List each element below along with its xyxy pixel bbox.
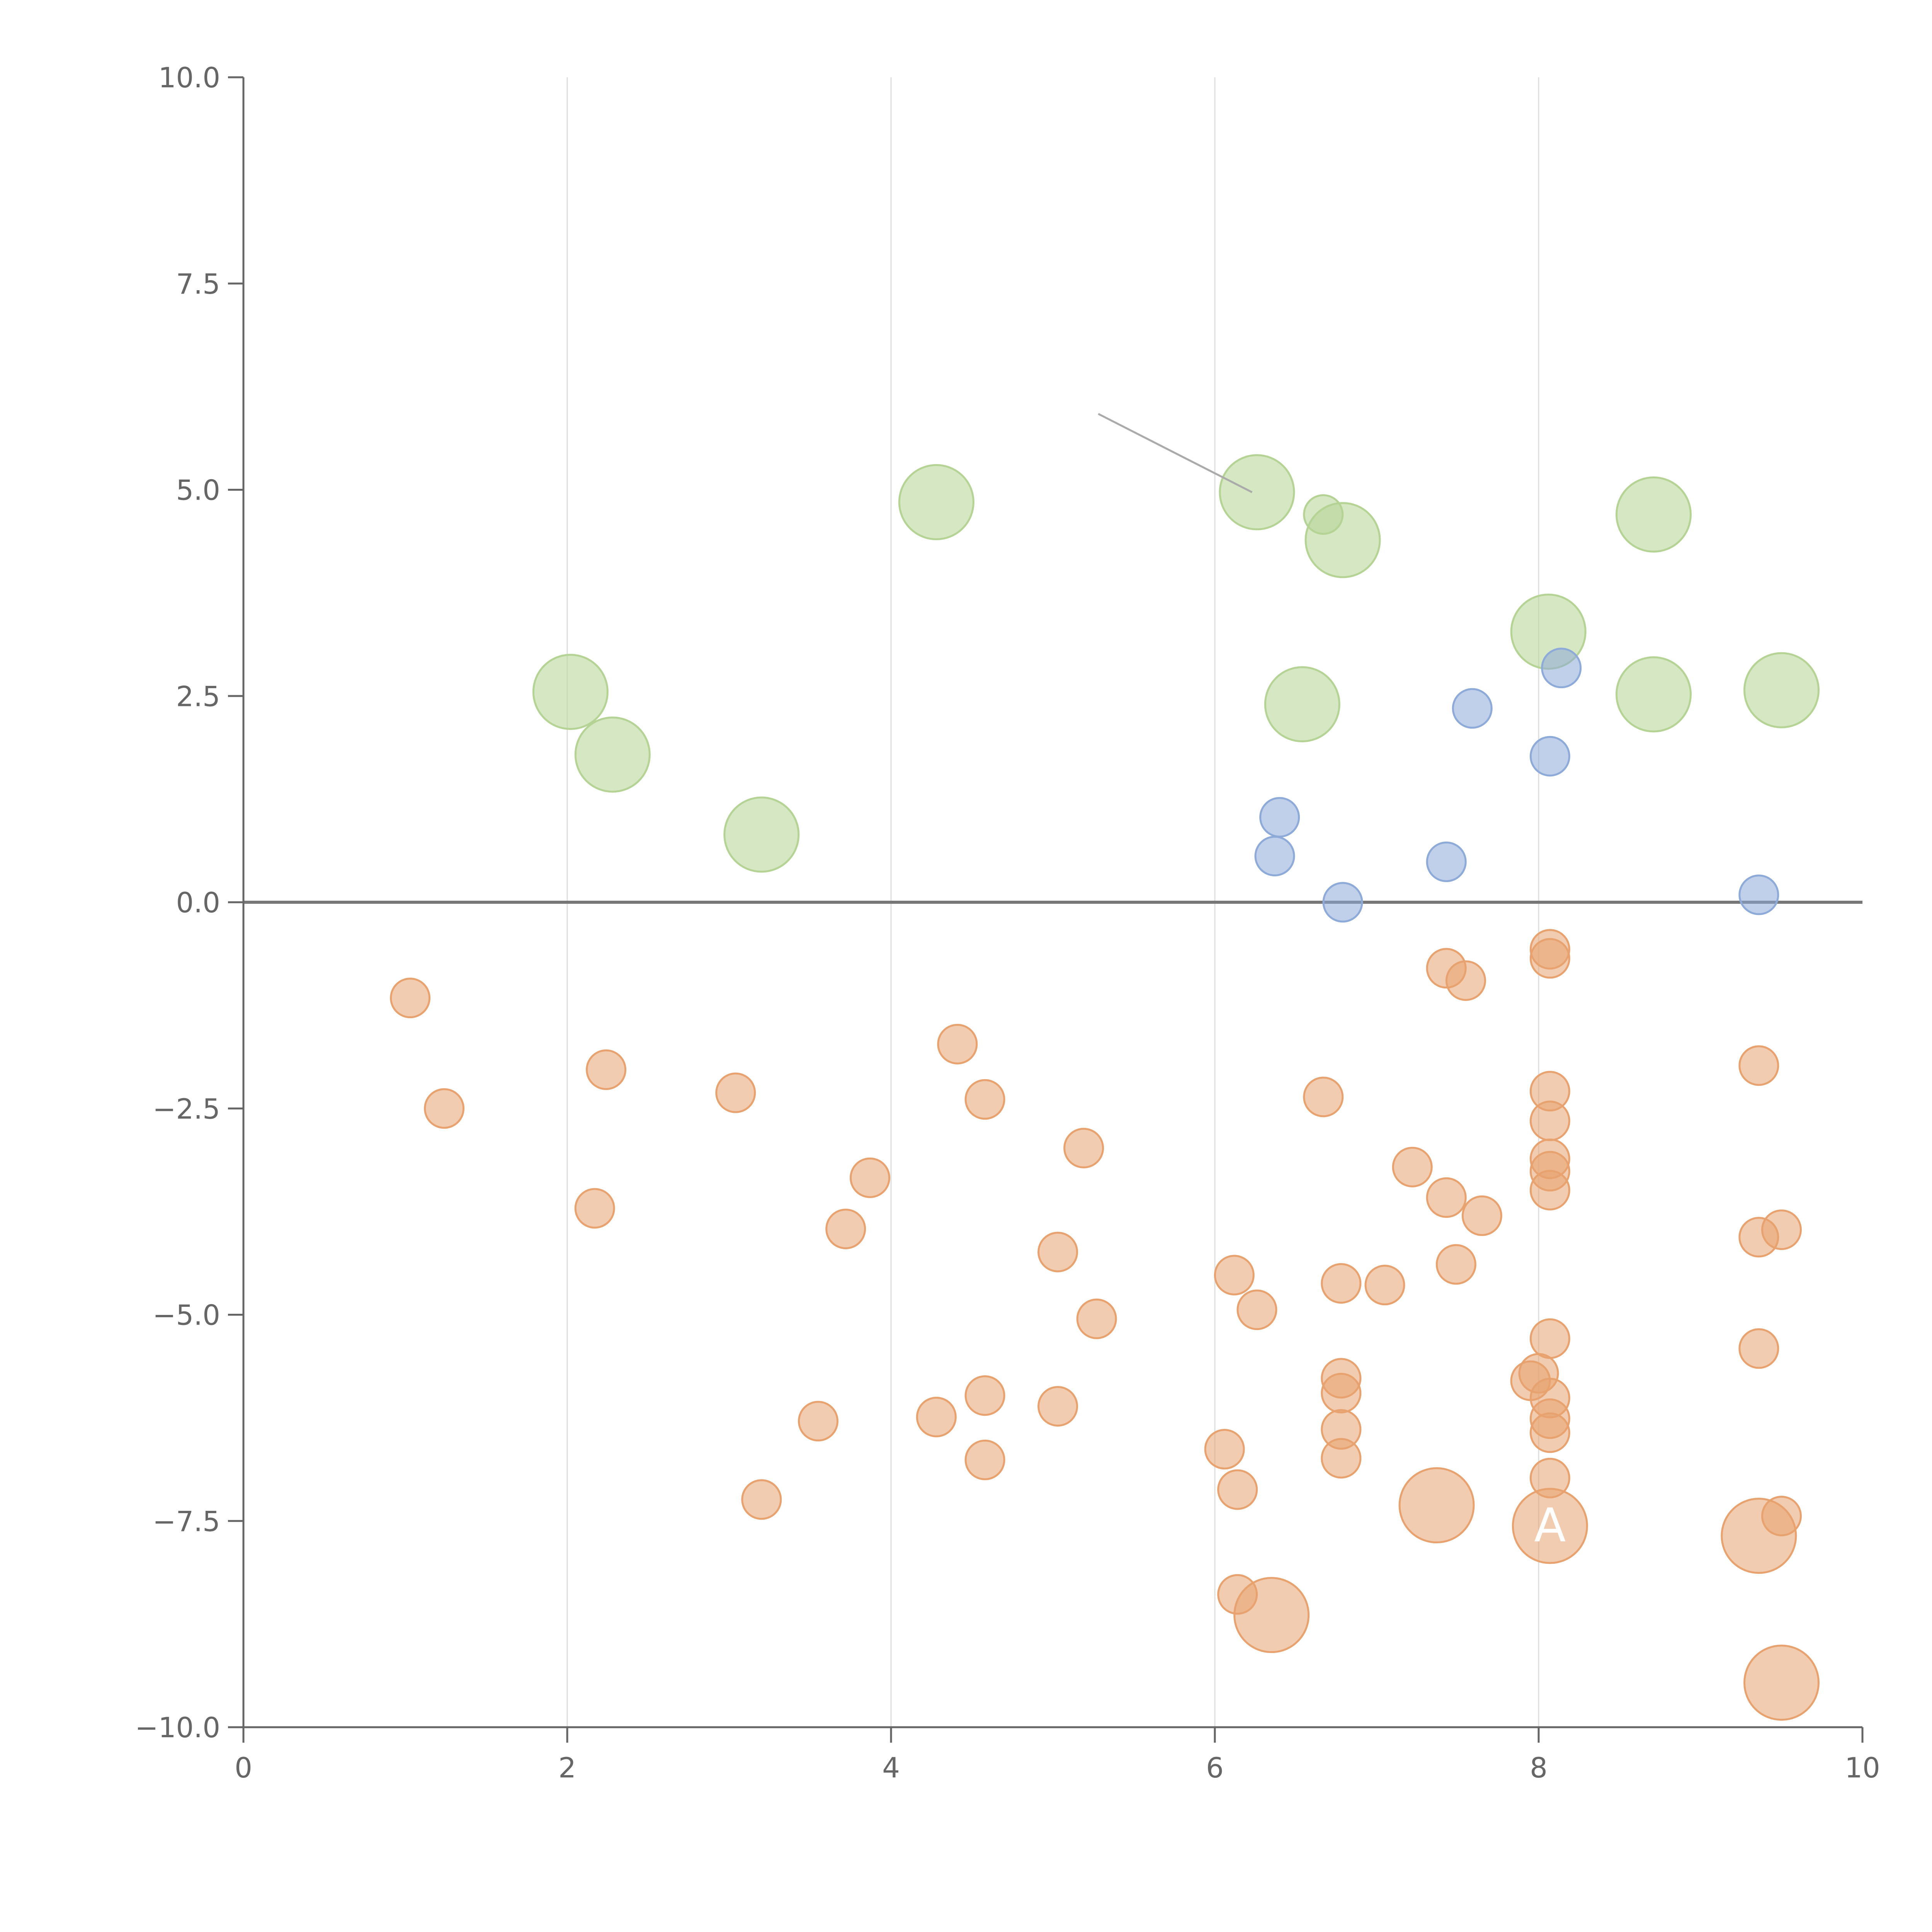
data-point-orange bbox=[1529, 1412, 1570, 1453]
data-point-green bbox=[1219, 454, 1295, 531]
data-point-blue bbox=[1322, 882, 1363, 923]
data-point-orange bbox=[1321, 1263, 1362, 1304]
data-point-orange bbox=[916, 1396, 957, 1437]
grid-lines bbox=[243, 77, 1862, 1727]
data-point-orange bbox=[424, 1088, 465, 1129]
data-point-orange bbox=[1738, 1328, 1779, 1369]
data-point-green bbox=[1304, 502, 1381, 578]
data-point-green bbox=[574, 716, 651, 793]
data-point-blue bbox=[1738, 874, 1779, 915]
y-tick-label: −2.5 bbox=[153, 1093, 220, 1125]
data-point-orange bbox=[937, 1024, 978, 1065]
data-point-orange bbox=[1529, 1318, 1570, 1359]
data-point-orange bbox=[964, 1439, 1005, 1480]
data-point-orange bbox=[1076, 1298, 1117, 1339]
data-point-orange bbox=[1204, 1429, 1245, 1470]
x-tick-label: 4 bbox=[882, 1752, 900, 1784]
data-point-orange bbox=[1392, 1146, 1433, 1187]
x-tick-label: 2 bbox=[558, 1752, 576, 1784]
data-points bbox=[390, 454, 1820, 1721]
data-point-orange bbox=[1738, 1045, 1779, 1086]
data-point-orange bbox=[1233, 1577, 1310, 1653]
data-point-orange bbox=[1217, 1469, 1258, 1510]
data-point-green bbox=[1615, 656, 1692, 733]
y-tick-label: −7.5 bbox=[153, 1505, 220, 1537]
y-tick-label: 0.0 bbox=[176, 886, 220, 919]
data-point-green bbox=[898, 464, 975, 541]
axes: 0 2 4 6 8 10 −10.0 −7.5 −5.0 −2.5 0.0 2.5 5.0 7.5 10.0 bbox=[135, 61, 1880, 1784]
data-point-orange bbox=[1761, 1495, 1802, 1536]
data-point-orange bbox=[1529, 1100, 1570, 1141]
data-point-orange bbox=[1236, 1289, 1277, 1330]
data-point-green bbox=[723, 796, 800, 873]
data-point-orange bbox=[1461, 1195, 1502, 1236]
data-point-orange bbox=[1037, 1386, 1078, 1427]
x-tick-label: 0 bbox=[235, 1752, 252, 1784]
data-point-orange bbox=[1529, 1170, 1570, 1211]
data-point-orange bbox=[1435, 1244, 1476, 1285]
data-point-orange bbox=[1398, 1467, 1475, 1544]
y-tick-label: 2.5 bbox=[176, 680, 220, 713]
data-point-orange bbox=[1426, 1177, 1467, 1218]
data-point-orange bbox=[1303, 1077, 1344, 1117]
y-tick-label: 10.0 bbox=[158, 61, 220, 94]
y-tick-label: −5.0 bbox=[153, 1299, 220, 1332]
data-point-green bbox=[1264, 666, 1340, 743]
annotations: A bbox=[1098, 413, 1566, 1553]
data-point-blue bbox=[1541, 648, 1582, 689]
data-point-orange bbox=[850, 1157, 891, 1198]
data-point-orange bbox=[741, 1479, 782, 1520]
data-point-blue bbox=[1254, 835, 1295, 876]
data-point-orange bbox=[574, 1188, 615, 1229]
data-point-orange bbox=[964, 1079, 1005, 1120]
data-point-blue bbox=[1426, 841, 1467, 882]
y-tick-label: 5.0 bbox=[176, 474, 220, 507]
data-point-green bbox=[1615, 476, 1692, 553]
x-tick-label: 10 bbox=[1845, 1752, 1880, 1784]
data-point-orange bbox=[715, 1072, 756, 1113]
leader-line bbox=[1098, 413, 1253, 493]
data-point-blue bbox=[1452, 688, 1493, 729]
data-point-orange bbox=[1445, 960, 1486, 1001]
data-point-orange bbox=[798, 1401, 838, 1442]
data-point-orange bbox=[1743, 1645, 1820, 1721]
data-point-orange bbox=[1529, 938, 1570, 979]
data-point-green bbox=[532, 654, 609, 730]
data-point-orange bbox=[1364, 1265, 1405, 1306]
data-point-orange bbox=[825, 1208, 866, 1249]
data-point-orange bbox=[390, 978, 431, 1019]
point-annotation-label: A bbox=[1534, 1499, 1566, 1553]
y-tick-label: 7.5 bbox=[176, 268, 220, 300]
data-point-blue bbox=[1529, 736, 1570, 777]
data-point-orange bbox=[1214, 1255, 1255, 1296]
data-point-orange bbox=[1321, 1372, 1362, 1413]
data-point-orange bbox=[964, 1375, 1005, 1416]
data-point-orange bbox=[1512, 1488, 1588, 1564]
data-point-orange bbox=[1761, 1209, 1802, 1250]
data-point-blue bbox=[1259, 797, 1300, 838]
y-tick-label: −10.0 bbox=[135, 1711, 220, 1744]
x-tick-label: 8 bbox=[1530, 1752, 1548, 1784]
data-point-orange bbox=[1321, 1438, 1362, 1479]
data-point-orange bbox=[1063, 1128, 1104, 1168]
data-point-orange bbox=[586, 1049, 627, 1090]
data-point-orange bbox=[1037, 1231, 1078, 1272]
x-tick-label: 6 bbox=[1206, 1752, 1224, 1784]
data-point-green bbox=[1743, 652, 1820, 728]
